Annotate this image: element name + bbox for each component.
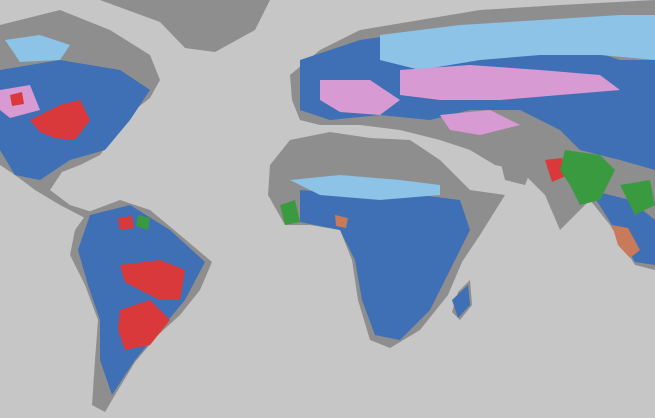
region [452,285,470,318]
region [120,260,185,300]
region [400,65,620,100]
class-light-blue [5,15,655,200]
region [290,175,440,200]
region [280,200,300,225]
region [440,110,520,135]
class-green [136,150,655,230]
region [118,216,134,230]
region [10,92,24,106]
region [612,225,640,258]
region [78,205,205,395]
region [380,15,655,70]
greenland [100,0,270,52]
region [5,35,70,62]
arabia [500,160,535,185]
region [560,150,615,205]
region [320,80,400,115]
region [118,300,170,350]
region [136,215,150,230]
region [300,190,470,340]
region [335,215,348,228]
region [30,100,90,140]
class-salmon [335,215,640,258]
class-red [10,92,568,350]
region [620,180,655,215]
